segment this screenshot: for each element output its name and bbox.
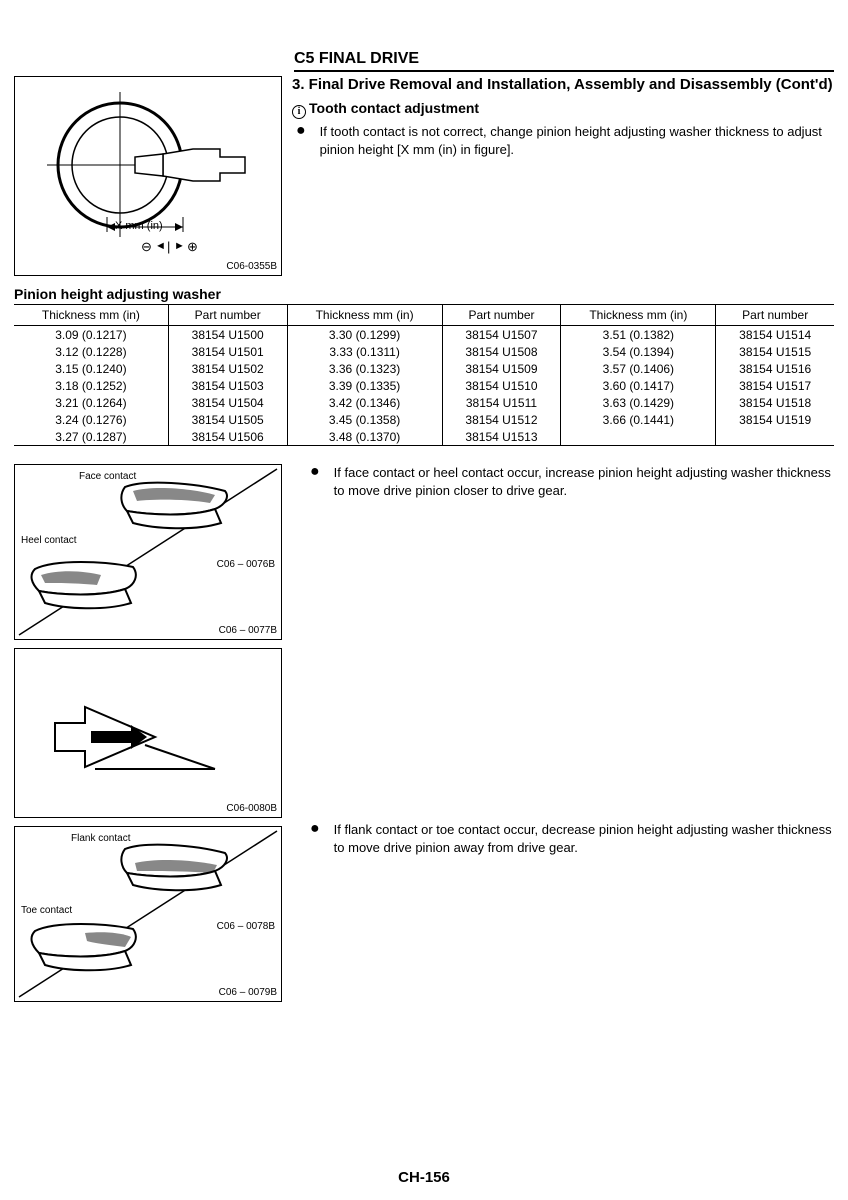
- table-row: 3.12 (0.1228)38154 U15013.33 (0.1311)381…: [14, 343, 834, 360]
- table-cell: [561, 428, 716, 446]
- figure-2: Face contact Heel contact C06 – 0076B C0…: [14, 464, 282, 640]
- table-cell: 3.12 (0.1228): [14, 343, 168, 360]
- table-row: 3.18 (0.1252)38154 U15033.39 (0.1335)381…: [14, 377, 834, 394]
- table-cell: 38154 U1502: [168, 360, 287, 377]
- table-cell: 3.21 (0.1264): [14, 394, 168, 411]
- fig3-code: C06-0080B: [226, 803, 277, 814]
- bullet-icon: ●: [310, 464, 320, 499]
- table-cell: 38154 U1515: [716, 343, 834, 360]
- table-cell: 38154 U1503: [168, 377, 287, 394]
- table-cell: 3.15 (0.1240): [14, 360, 168, 377]
- table-row: 3.27 (0.1287)38154 U15063.48 (0.1370)381…: [14, 428, 834, 446]
- paragraph-2: If face contact or heel contact occur, i…: [334, 464, 834, 499]
- table-cell: 3.60 (0.1417): [561, 377, 716, 394]
- table-cell: 3.33 (0.1311): [287, 343, 442, 360]
- table-cell: 3.42 (0.1346): [287, 394, 442, 411]
- bar-icon: |: [167, 239, 170, 254]
- table-cell: 38154 U1507: [442, 326, 561, 344]
- figure-1: X mm (in) ⊖ ◄ | ► ⊕ C06-0355B: [14, 76, 282, 276]
- fig1-code: C06-0355B: [226, 261, 277, 272]
- table-cell: 3.39 (0.1335): [287, 377, 442, 394]
- arrow-left-icon: ◄: [155, 240, 166, 252]
- bullet-icon: ●: [296, 123, 306, 158]
- table-cell: 38154 U1518: [716, 394, 834, 411]
- table-cell: 38154 U1501: [168, 343, 287, 360]
- washer-table: Thickness mm (in)Part numberThickness mm…: [14, 304, 834, 446]
- fig4-code-top: C06 – 0078B: [217, 921, 275, 932]
- heading-block: 3. Final Drive Removal and Installation,…: [292, 76, 834, 276]
- table-row: 3.21 (0.1264)38154 U15043.42 (0.1346)381…: [14, 394, 834, 411]
- table-cell: 3.18 (0.1252): [14, 377, 168, 394]
- table-cell: 38154 U1500: [168, 326, 287, 344]
- chapter-title: C5 FINAL DRIVE: [294, 50, 834, 72]
- table-cell: 38154 U1511: [442, 394, 561, 411]
- table-title: Pinion height adjusting washer: [14, 286, 834, 302]
- table-cell: 3.66 (0.1441): [561, 411, 716, 428]
- table-cell: 38154 U1519: [716, 411, 834, 428]
- table-cell: 38154 U1506: [168, 428, 287, 446]
- table-cell: 3.57 (0.1406): [561, 360, 716, 377]
- table-cell: 3.36 (0.1323): [287, 360, 442, 377]
- table-cell: 3.30 (0.1299): [287, 326, 442, 344]
- table-cell: 3.09 (0.1217): [14, 326, 168, 344]
- table-row: 3.09 (0.1217)38154 U15003.30 (0.1299)381…: [14, 326, 834, 344]
- table-cell: 3.24 (0.1276): [14, 411, 168, 428]
- table-cell: 3.27 (0.1287): [14, 428, 168, 446]
- table-header: Part number: [716, 305, 834, 326]
- table-header: Thickness mm (in): [14, 305, 168, 326]
- table-cell: 38154 U1512: [442, 411, 561, 428]
- table-cell: 3.51 (0.1382): [561, 326, 716, 344]
- subheading-text: Tooth contact adjustment: [309, 100, 479, 116]
- table-cell: 3.48 (0.1370): [287, 428, 442, 446]
- table-cell: 38154 U1514: [716, 326, 834, 344]
- fig2-code-bot: C06 – 0077B: [219, 625, 277, 636]
- info-icon: i: [292, 105, 306, 119]
- paragraph-1: If tooth contact is not correct, change …: [320, 123, 834, 158]
- table-header: Part number: [442, 305, 561, 326]
- paragraph-3: If flank contact or toe contact occur, d…: [334, 821, 834, 856]
- bullet-icon: ●: [310, 821, 320, 856]
- table-cell: 38154 U1513: [442, 428, 561, 446]
- table-cell: 38154 U1509: [442, 360, 561, 377]
- fig4-code-bot: C06 – 0079B: [219, 987, 277, 998]
- fig2-code-top: C06 – 0076B: [217, 559, 275, 570]
- subheading: iTooth contact adjustment: [292, 100, 834, 119]
- fig4-flank-label: Flank contact: [71, 833, 130, 844]
- table-row: 3.24 (0.1276)38154 U15053.45 (0.1358)381…: [14, 411, 834, 428]
- table-cell: 38154 U1510: [442, 377, 561, 394]
- fig4-toe-label: Toe contact: [21, 905, 72, 916]
- table-cell: 38154 U1504: [168, 394, 287, 411]
- table-row: 3.15 (0.1240)38154 U15023.36 (0.1323)381…: [14, 360, 834, 377]
- table-header: Thickness mm (in): [287, 305, 442, 326]
- figure-3: C06-0080B: [14, 648, 282, 818]
- table-cell: [716, 428, 834, 446]
- fig1-dim-label: X mm (in): [115, 220, 163, 232]
- fig2-heel-label: Heel contact: [21, 535, 77, 546]
- section-heading: 3. Final Drive Removal and Installation,…: [292, 76, 834, 94]
- table-cell: 38154 U1516: [716, 360, 834, 377]
- table-header: Part number: [168, 305, 287, 326]
- plus-icon: ⊕: [187, 239, 198, 255]
- table-cell: 38154 U1517: [716, 377, 834, 394]
- table-cell: 3.45 (0.1358): [287, 411, 442, 428]
- table-cell: 3.63 (0.1429): [561, 394, 716, 411]
- table-cell: 38154 U1508: [442, 343, 561, 360]
- page-number: CH-156: [0, 1169, 848, 1186]
- table-cell: 3.54 (0.1394): [561, 343, 716, 360]
- arrow-right-icon: ►: [174, 240, 185, 252]
- table-cell: 38154 U1505: [168, 411, 287, 428]
- minus-icon: ⊖: [141, 239, 152, 255]
- table-header: Thickness mm (in): [561, 305, 716, 326]
- fig2-face-label: Face contact: [79, 471, 136, 482]
- figure-4: Flank contact Toe contact C06 – 0078B C0…: [14, 826, 282, 1002]
